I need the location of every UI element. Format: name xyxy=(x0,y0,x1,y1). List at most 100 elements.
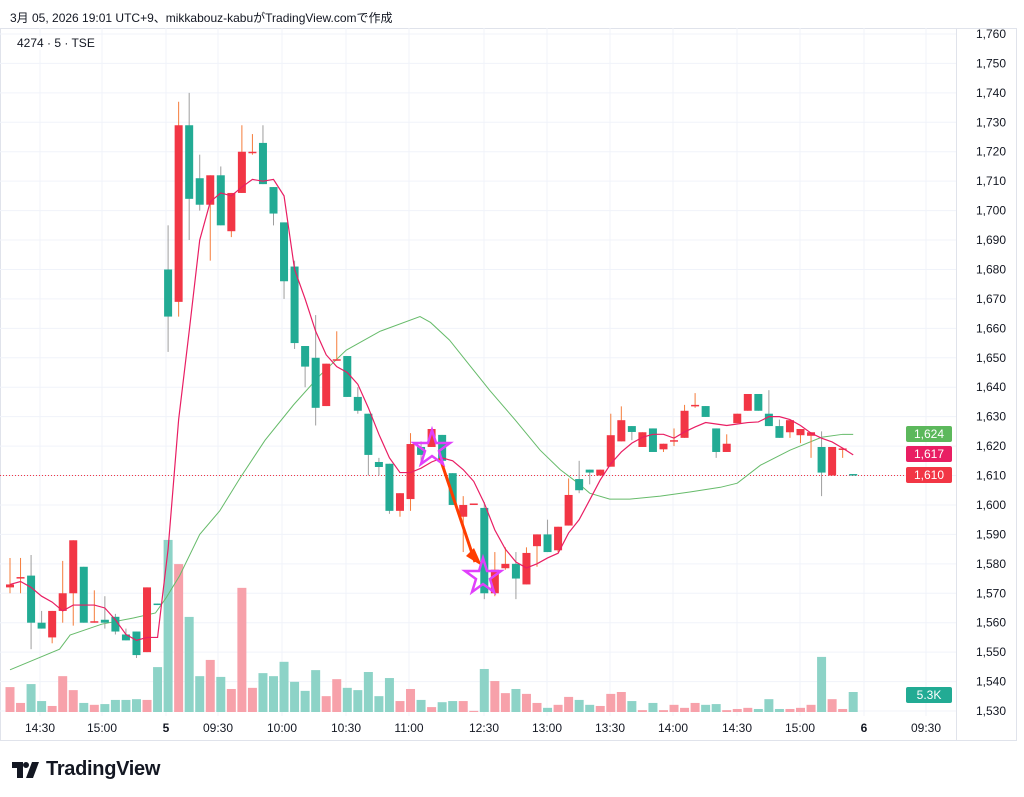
candle-body xyxy=(374,461,383,467)
volume-bar xyxy=(711,704,721,712)
time-axis[interactable]: 14:30 15:00 5 09:30 10:00 10:30 11:00 12:30 13:0… xyxy=(25,721,941,735)
volume-bar xyxy=(384,678,394,712)
time-tick-label: 5 xyxy=(163,721,170,735)
price-tick-label: 1,690 xyxy=(976,233,1006,247)
tradingview-logo-icon xyxy=(12,761,39,778)
ma-short-price-tag: 1,617 xyxy=(906,446,952,462)
candle-body xyxy=(469,503,478,505)
volume-bar xyxy=(553,704,563,712)
candle-body xyxy=(712,428,721,452)
volume-bar xyxy=(68,690,78,712)
candle-body xyxy=(817,446,826,473)
volume-bar xyxy=(595,705,605,712)
time-tick-label: 09:30 xyxy=(911,721,941,735)
volume-bar xyxy=(564,696,574,712)
volume-bar xyxy=(743,707,753,712)
volume-bar xyxy=(300,690,310,712)
price-tick-label: 1,530 xyxy=(976,704,1006,718)
price-tick-label: 1,750 xyxy=(976,56,1006,70)
last-price-tag: 1,610 xyxy=(906,467,952,483)
volume-bar xyxy=(701,704,711,712)
candle-body xyxy=(395,493,404,511)
price-tick-label: 1,540 xyxy=(976,675,1006,689)
volume-bar xyxy=(427,707,437,712)
volume-bar xyxy=(817,656,827,712)
volume-bar xyxy=(163,539,173,712)
volume-bar xyxy=(16,702,26,712)
volume-bar xyxy=(195,676,205,712)
candle-body xyxy=(490,569,499,594)
candle-body xyxy=(796,429,805,436)
volume-bar xyxy=(606,693,616,712)
candle-body xyxy=(258,142,267,185)
volume-bar xyxy=(37,701,47,712)
time-tick-label: 15:00 xyxy=(87,721,117,735)
candle-body xyxy=(417,446,426,455)
price-tick-label: 1,620 xyxy=(976,439,1006,453)
volume-bar xyxy=(416,699,426,712)
volume-bar xyxy=(374,696,384,712)
candle-body xyxy=(543,534,552,553)
price-tick-label: 1,550 xyxy=(976,645,1006,659)
time-tick-label: 13:30 xyxy=(595,721,625,735)
candle-body xyxy=(406,444,415,500)
volume-bar xyxy=(511,688,521,712)
candle-body xyxy=(554,526,563,551)
time-tick-label: 10:00 xyxy=(267,721,297,735)
candle-body xyxy=(807,432,816,436)
volume-bar xyxy=(131,699,141,712)
time-tick-label: 09:30 xyxy=(203,721,233,735)
volume-bar xyxy=(174,564,184,712)
ma-long-price-tag: 1,624 xyxy=(906,426,952,442)
candle-body xyxy=(332,359,341,361)
price-tick-label: 1,680 xyxy=(976,262,1006,276)
volume-bar xyxy=(827,699,837,712)
volume-bar xyxy=(500,693,510,712)
candle-body xyxy=(849,474,858,476)
chart-caption: 3月 05, 2026 19:01 UTC+9、mikkabouz-kabuがT… xyxy=(10,11,393,25)
price-tick-label: 1,630 xyxy=(976,410,1006,424)
volume-bar xyxy=(269,676,278,712)
price-tick-label: 1,760 xyxy=(976,27,1006,41)
volume-bar xyxy=(806,704,816,712)
candle-body xyxy=(27,575,36,623)
price-tick-label: 1,580 xyxy=(976,557,1006,571)
candle-body xyxy=(785,420,794,433)
time-tick-label: 13:00 xyxy=(532,721,562,735)
candle-body xyxy=(775,426,784,438)
volume-bar xyxy=(226,688,236,712)
candle-body xyxy=(364,413,373,455)
candle-body xyxy=(427,429,436,447)
candle-body xyxy=(174,125,183,302)
volume-bar xyxy=(469,710,479,712)
price-tick-label: 1,720 xyxy=(976,145,1006,159)
candle-body xyxy=(564,494,573,526)
brand-name: TradingView xyxy=(46,758,161,780)
volume-bar xyxy=(247,687,257,712)
volume-bar xyxy=(321,696,331,712)
candle-body xyxy=(722,443,731,452)
candle-body xyxy=(90,621,99,623)
volume-bar xyxy=(237,587,247,712)
candle-body xyxy=(6,584,14,588)
volume-bar xyxy=(406,688,416,712)
volume-bar xyxy=(774,708,784,712)
tradingview-logo[interactable]: TradingView xyxy=(12,758,160,781)
candle-body xyxy=(322,363,331,407)
candle-body xyxy=(670,440,679,442)
candle-body xyxy=(143,587,152,653)
price-tick-label: 1,710 xyxy=(976,174,1006,188)
price-axis[interactable]: 1,760 1,750 1,740 1,730 1,720 1,710 1,700 1,690… xyxy=(976,27,1006,718)
volume-bar xyxy=(521,693,531,712)
arrow-line xyxy=(438,457,477,563)
volume-bar xyxy=(110,699,120,712)
volume-bar xyxy=(490,681,500,712)
candle-body xyxy=(764,413,773,427)
volume-bars xyxy=(5,539,858,712)
price-tick-label: 1,640 xyxy=(976,380,1006,394)
candle-body xyxy=(48,610,57,638)
drawing-annotation[interactable] xyxy=(410,425,505,596)
candle-body xyxy=(58,593,67,611)
ma-short-line xyxy=(9,178,854,642)
